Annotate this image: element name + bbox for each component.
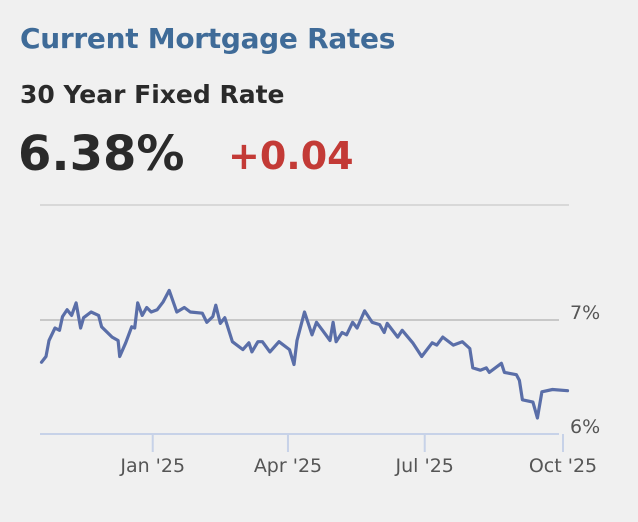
x-tick-label: Jan '25 xyxy=(119,455,185,477)
rate-line xyxy=(39,288,570,420)
product-name: 30 Year Fixed Rate xyxy=(20,80,285,109)
x-tick-label: Oct '25 xyxy=(529,455,597,477)
page-title: Current Mortgage Rates xyxy=(20,22,396,55)
y-tick-label: 7% xyxy=(570,302,600,324)
y-tick-label: 6% xyxy=(570,416,600,438)
x-tick-label: Jul '25 xyxy=(395,455,454,477)
current-rate: 6.38% xyxy=(18,126,185,182)
rate-change: +0.04 xyxy=(228,134,354,178)
x-tick-label: Apr '25 xyxy=(254,455,322,477)
